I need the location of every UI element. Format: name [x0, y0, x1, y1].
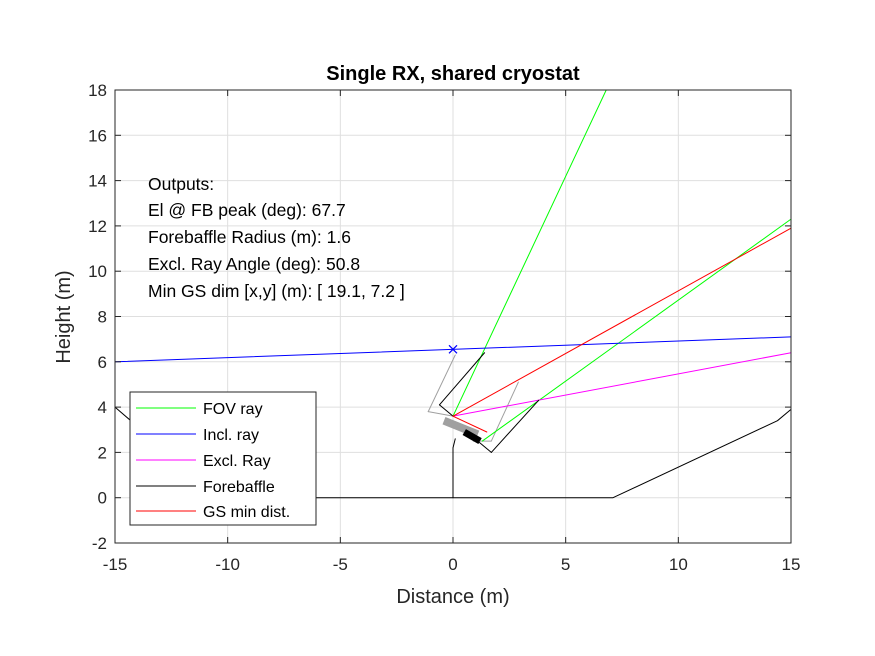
legend-label-forebaffle: Forebaffle: [203, 479, 275, 496]
y-tick-label: 8: [98, 308, 107, 327]
forebaffle-line: [490, 399, 540, 453]
legend-box: [129, 391, 317, 526]
annotation-line: Outputs:: [148, 174, 214, 194]
axis-ticks: -15 -10 -5 0 5 10 15 -2 0 2 4 6 8 10 12 14 16 18: [88, 81, 800, 574]
legend-label-incl-ray: Incl. ray: [203, 427, 259, 444]
x-tick-label: 15: [782, 555, 801, 574]
y-tick-label: -2: [92, 534, 107, 553]
cryostat-geometry: [427, 354, 456, 413]
y-tick-label: 12: [88, 217, 107, 236]
forebaffle-line: [452, 438, 456, 449]
fov-ray-line: [452, 89, 607, 417]
gs-min-dist-line: [452, 415, 488, 433]
y-tick-label: 4: [98, 398, 107, 417]
x-axis-label: Distance (m): [396, 586, 509, 608]
y-tick-label: 14: [88, 172, 107, 191]
gs-min-dist-line: [452, 227, 792, 417]
annotation-line: Min GS dim [x,y] (m): [ 19.1, 7.2 ]: [148, 281, 405, 301]
annotation-line: El @ FB peak (deg): 67.7: [148, 200, 346, 220]
y-tick-label: 18: [88, 81, 107, 100]
x-tick-label: -5: [333, 555, 348, 574]
forebaffle-line: [477, 440, 492, 453]
y-tick-label: 2: [98, 443, 107, 462]
y-axis-label: Height (m): [53, 270, 75, 363]
legend-label-fov-ray: FOV ray: [203, 401, 263, 418]
y-tick-label: 0: [98, 489, 107, 508]
x-tick-label: 0: [448, 555, 457, 574]
incl-ray-marker: [448, 344, 458, 354]
excl-ray-line: [452, 352, 792, 417]
forebaffle-line: [438, 352, 486, 406]
y-tick-label: 6: [98, 353, 107, 372]
annotation-line: Forebaffle Radius (m): 1.6: [148, 227, 351, 247]
cryostat-geometry: [427, 411, 454, 417]
legend-label-excl-ray: Excl. Ray: [203, 453, 271, 470]
forebaffle-line: [438, 404, 454, 417]
fov-ray-line: [481, 218, 792, 442]
cryostat-geometry: [442, 417, 480, 438]
x-tick-label: -15: [103, 555, 128, 574]
chart-title: Single RX, shared cryostat: [326, 63, 580, 85]
x-tick-label: 5: [561, 555, 570, 574]
x-tick-label: -10: [215, 555, 240, 574]
y-tick-label: 16: [88, 126, 107, 145]
outputs-annotation: Outputs: El @ FB peak (deg): 67.7 Foreba…: [148, 174, 405, 301]
x-tick-label: 10: [669, 555, 688, 574]
legend-label-gs-min-dist: GS min dist.: [203, 504, 290, 521]
annotation-line: Excl. Ray Angle (deg): 50.8: [148, 254, 360, 274]
legend: FOV ray Incl. ray Excl. Ray Forebaffle G…: [129, 391, 317, 526]
y-tick-label: 10: [88, 262, 107, 281]
cryostat-geometry: [462, 429, 482, 445]
